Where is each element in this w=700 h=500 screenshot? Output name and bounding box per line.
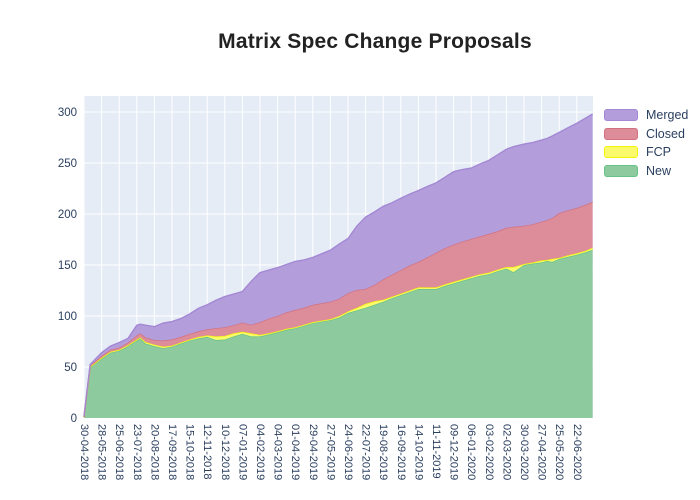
x-tick-label: 09-12-2019 [448,424,460,480]
legend-swatch-fcp [604,146,638,159]
x-tick-label: 06-01-2020 [465,424,477,480]
legend-item-fcp[interactable]: FCP [604,146,688,159]
area-merged[interactable] [84,114,593,417]
y-tick-label: 200 [58,209,77,221]
area-new[interactable] [84,249,593,418]
legend-item-new[interactable]: New [604,163,688,178]
x-tick-label: 04-03-2019 [272,424,284,480]
x-tick-label: 27-05-2019 [324,424,336,480]
x-tick-label: 22-07-2019 [360,424,372,480]
legend-label-fcp: FCP [646,145,671,159]
y-tick-label: 0 [71,413,77,425]
x-tick-label: 22-06-2020 [571,424,583,480]
x-tick-label: 04-02-2019 [254,424,266,480]
legend-swatch-closed [604,127,638,140]
y-tick-label: 50 [64,362,77,374]
x-tick-label: 25-05-2020 [553,424,565,480]
area-closed[interactable] [84,201,593,417]
x-tick-label: 07-01-2019 [236,424,248,480]
chart-title: Matrix Spec Change Proposals [218,30,532,53]
x-tick-label: 29-04-2019 [307,424,319,480]
legend-swatch-new [604,164,638,177]
x-tick-label: 12-11-2018 [201,424,213,479]
x-tick-label: 11-11-2019 [430,424,442,479]
x-tick-label: 02-03-2020 [500,424,512,480]
x-tick-label: 14-10-2019 [412,424,424,480]
x-tick-label: 27-04-2020 [536,424,548,480]
y-tick-label: 250 [58,158,77,170]
y-tick-label: 300 [58,107,77,119]
x-tick-label: 16-09-2019 [395,424,407,480]
x-tick-label: 23-07-2018 [131,424,143,480]
x-tick-label: 01-04-2019 [289,424,301,480]
x-tick-label: 28-05-2018 [96,424,108,480]
legend-label-closed: Closed [646,126,685,141]
legend-item-merged[interactable]: Merged [604,109,688,122]
line-merged [83,113,593,417]
legend-swatch-merged [604,109,638,122]
y-tick-label: 150 [58,260,77,272]
x-tick-label: 17-09-2018 [166,424,178,480]
x-tick-label: 03-02-2020 [483,424,495,480]
x-tick-label: 20-08-2018 [148,424,160,480]
legend-item-closed[interactable]: Closed [604,126,688,141]
legend-label-merged: Merged [646,108,689,122]
x-tick-label: 25-06-2018 [113,424,125,480]
x-tick-label: 30-03-2020 [518,424,530,480]
x-tick-label: 24-06-2019 [342,424,354,480]
x-tick-label: 15-10-2018 [184,424,196,480]
x-tick-label: 10-12-2018 [219,424,231,480]
x-tick-label: 30-04-2018 [78,424,90,480]
x-tick-label: 19-08-2019 [377,424,389,480]
legend: Merged Closed FCP New [604,109,688,177]
y-tick-label: 100 [58,311,77,323]
legend-label-new: New [646,163,672,178]
